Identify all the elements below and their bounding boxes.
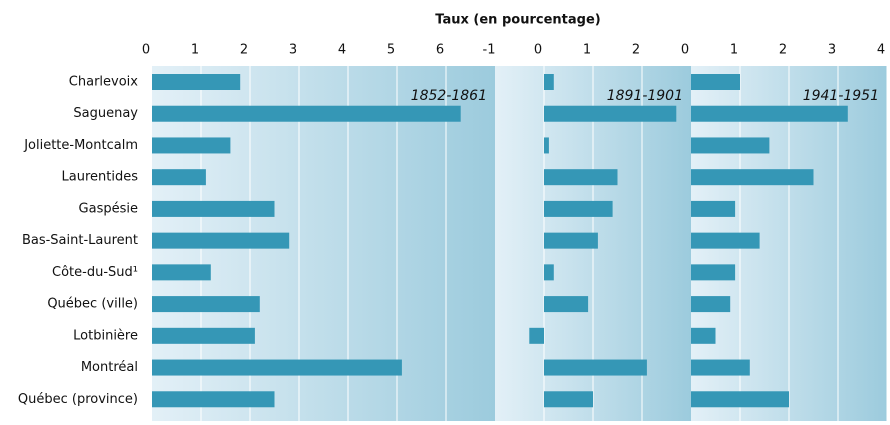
bar [544, 200, 613, 217]
bar [691, 137, 770, 154]
bar [544, 359, 647, 376]
x-tick-label: 0 [142, 43, 150, 58]
bar [544, 391, 593, 408]
x-tick-label: 3 [289, 43, 297, 58]
bar [529, 327, 544, 344]
bar [152, 137, 231, 154]
bar [544, 169, 618, 186]
bar [691, 169, 814, 186]
x-tick-label: 6 [436, 43, 444, 58]
y-tick-label: Bas-Saint-Laurent [22, 233, 138, 248]
bar [544, 232, 598, 249]
x-tick-label: 1 [583, 43, 591, 58]
x-tick-label: 2 [779, 43, 787, 58]
x-tick-label: 3 [828, 43, 836, 58]
bar [152, 200, 275, 217]
bar [152, 74, 241, 90]
bar [152, 327, 255, 344]
bar [152, 359, 402, 376]
x-tick-label: 4 [338, 43, 346, 58]
y-tick-label: Côte-du-Sud¹ [52, 265, 138, 280]
y-tick-label: Saguenay [73, 106, 138, 121]
y-tick-label: Gaspésie [79, 201, 138, 216]
y-tick-label: Québec (ville) [47, 297, 138, 312]
bar [544, 296, 589, 313]
x-tick-label: 1 [191, 43, 199, 58]
bar [544, 74, 554, 90]
x-tick-label: 5 [387, 43, 395, 58]
bar [691, 296, 731, 313]
x-tick-label: 0 [534, 43, 542, 58]
y-tick-label: Joliette-Montcalm [23, 138, 138, 153]
bar [691, 232, 760, 249]
bar [691, 327, 716, 344]
panel-title: 1852-1861 [411, 88, 487, 104]
bar [152, 169, 206, 186]
x-tick-label: 1 [730, 43, 738, 58]
bar [152, 105, 461, 122]
x-tick-label: -1 [483, 43, 496, 58]
bar [691, 74, 740, 90]
bar [152, 232, 290, 249]
x-tick-label: 4 [877, 43, 885, 58]
x-tick-label: 2 [240, 43, 248, 58]
bar [691, 105, 848, 122]
x-tick-label: 0 [681, 43, 689, 58]
y-tick-label: Laurentides [62, 170, 139, 185]
x-tick-label: 2 [632, 43, 640, 58]
bar [691, 200, 736, 217]
panel-title: 1891-1901 [607, 88, 683, 104]
x-axis-title: Taux (en pourcentage) [435, 13, 600, 28]
y-tick-label: Québec (province) [18, 392, 138, 407]
bar [544, 137, 549, 154]
bar [152, 264, 211, 281]
bar [691, 264, 736, 281]
panel-title: 1941-1951 [803, 88, 879, 104]
bar [152, 391, 275, 408]
bar [152, 296, 260, 313]
y-tick-label: Charlevoix [69, 75, 138, 90]
y-tick-label: Lotbinière [73, 328, 138, 343]
bar [691, 391, 789, 408]
bar [544, 105, 677, 122]
y-tick-label: Montréal [81, 360, 138, 375]
bar [691, 359, 750, 376]
bar [544, 264, 554, 281]
